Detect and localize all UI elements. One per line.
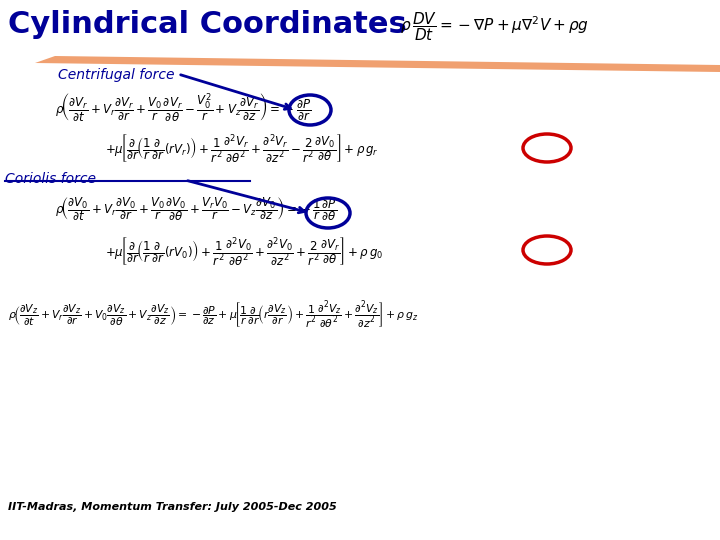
Text: $\rho\!\left(\dfrac{\partial V_z}{\partial t}+V_r\dfrac{\partial V_z}{\partial r: $\rho\!\left(\dfrac{\partial V_z}{\parti…	[8, 300, 418, 332]
Text: $\rho\!\left(\dfrac{\partial V_0}{\partial t}+V_r\dfrac{\partial V_0}{\partial r: $\rho\!\left(\dfrac{\partial V_0}{\parti…	[55, 195, 337, 223]
Text: $\rho\!\left(\dfrac{\partial V_r}{\partial t}+V_r\dfrac{\partial V_r}{\partial r: $\rho\!\left(\dfrac{\partial V_r}{\parti…	[55, 92, 311, 124]
Text: Coriolis force: Coriolis force	[5, 172, 96, 186]
Text: Cylindrical Coordinates: Cylindrical Coordinates	[8, 10, 407, 39]
Text: IIT-Madras, Momentum Transfer: July 2005-Dec 2005: IIT-Madras, Momentum Transfer: July 2005…	[8, 502, 337, 512]
Text: $+\mu\!\left[\dfrac{\partial}{\partial r}\!\left(\dfrac{1}{r}\dfrac{\partial}{\p: $+\mu\!\left[\dfrac{\partial}{\partial r…	[105, 132, 379, 166]
Text: $\rho\,\dfrac{DV}{Dt} = -\nabla P + \mu\nabla^2 V + \rho g$: $\rho\,\dfrac{DV}{Dt} = -\nabla P + \mu\…	[400, 10, 589, 43]
Text: $+\mu\!\left[\dfrac{\partial}{\partial r}\!\left(\dfrac{1}{r}\dfrac{\partial}{\p: $+\mu\!\left[\dfrac{\partial}{\partial r…	[105, 235, 383, 268]
Text: Centrifugal force: Centrifugal force	[58, 68, 174, 82]
Polygon shape	[35, 56, 720, 72]
